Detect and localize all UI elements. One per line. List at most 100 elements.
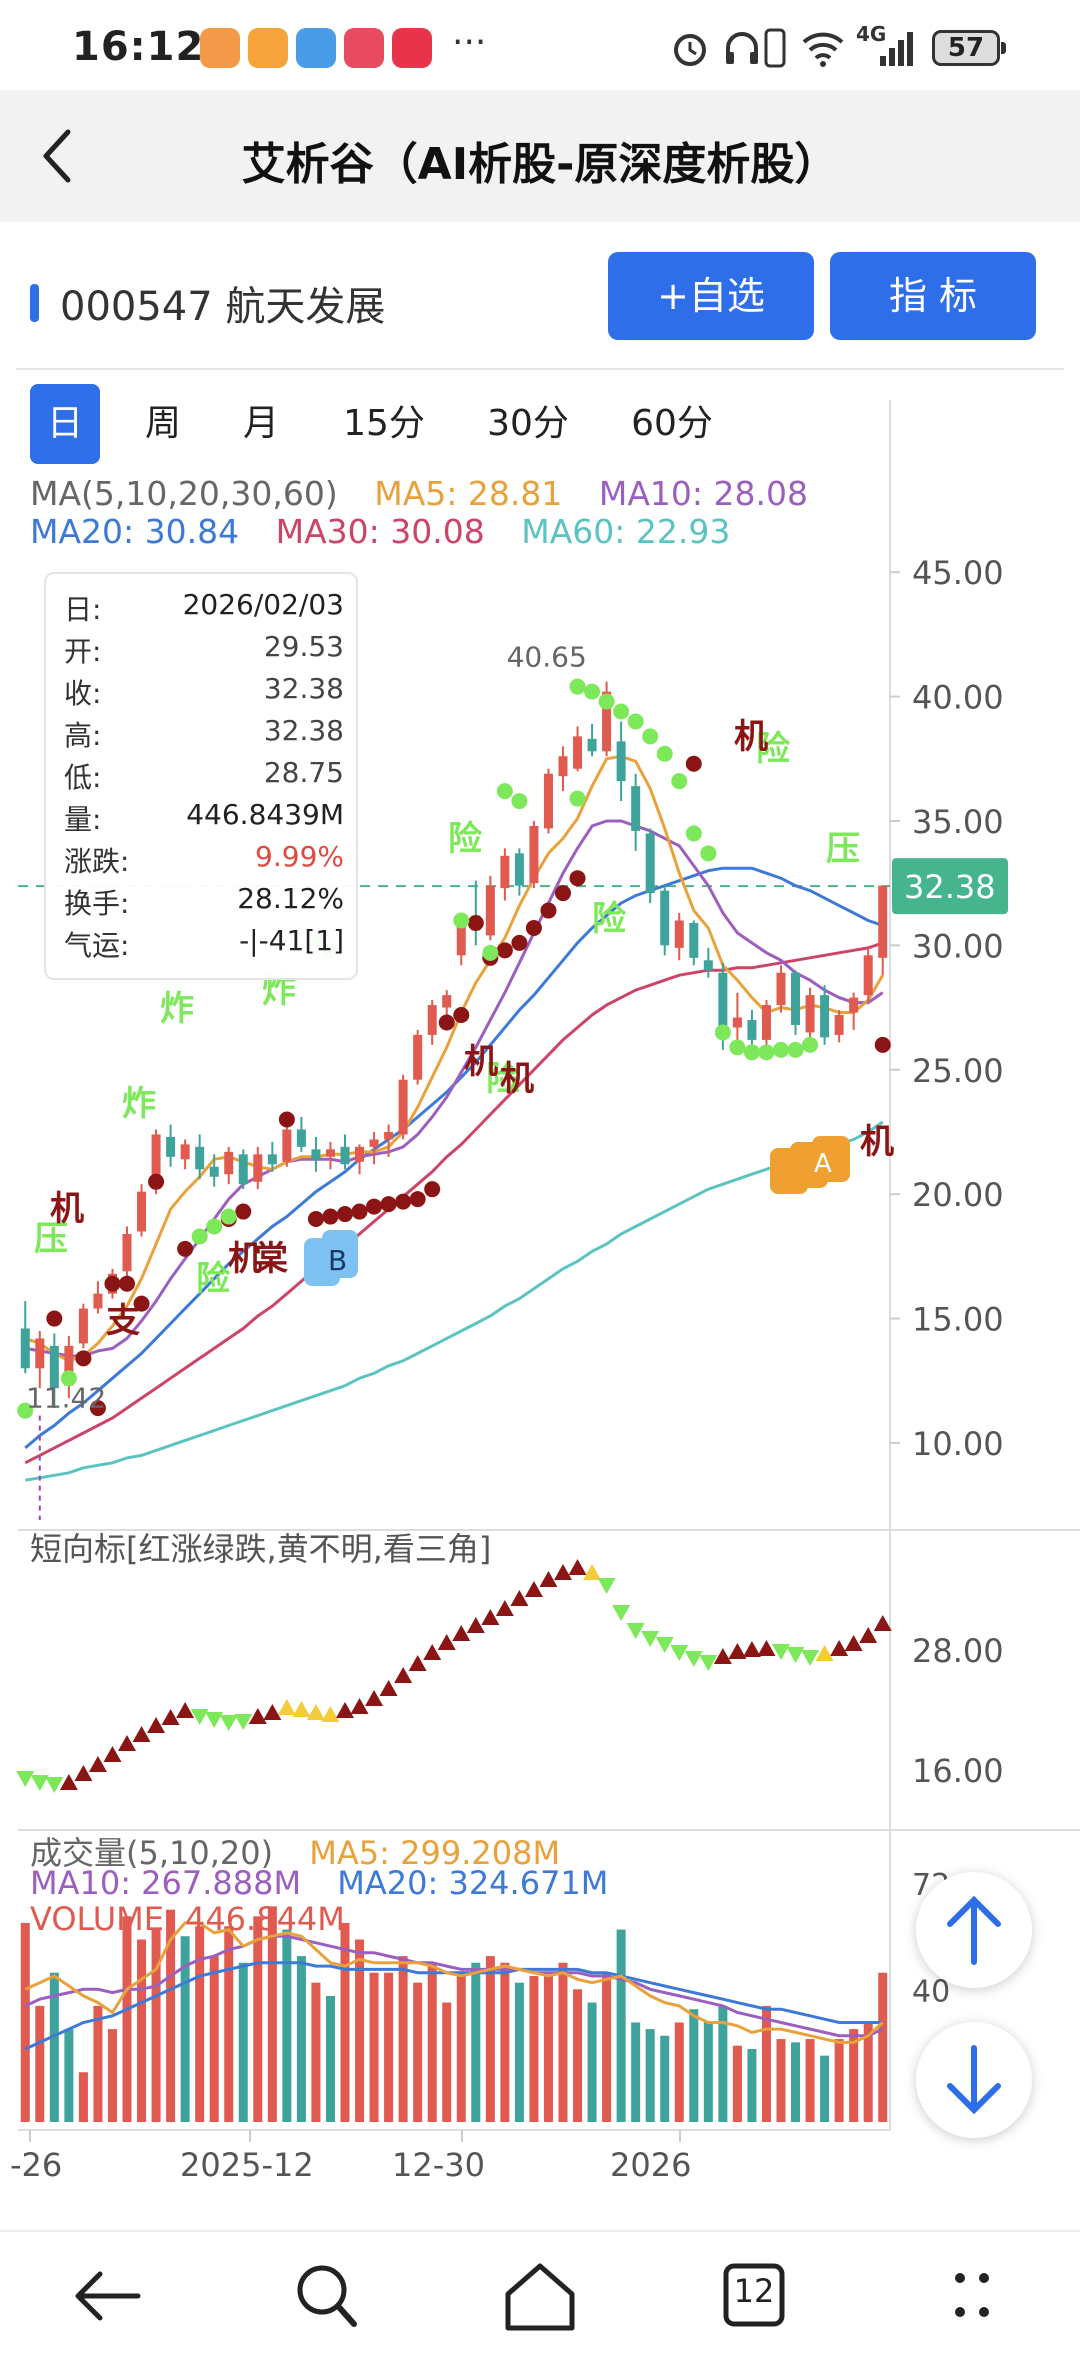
tab-30min[interactable]: 30分: [487, 403, 569, 444]
candle-body: [195, 1146, 205, 1170]
candle-body: [732, 1017, 742, 1028]
candle-body: [355, 1146, 365, 1162]
nav-tabs-button[interactable]: 12: [704, 2250, 804, 2340]
divider: [16, 368, 1064, 370]
volume-bar: [20, 1922, 30, 2122]
alarm-icon: [674, 34, 706, 66]
volume-legend-row1: 成交量(5,10,20) MA5: 299.208M: [30, 1828, 560, 1874]
volume-bar: [602, 1972, 612, 2122]
direction-triangle: [699, 1655, 718, 1671]
nav-back-button[interactable]: [58, 2250, 158, 2340]
tab-day[interactable]: 日: [30, 384, 100, 464]
signal-dot-dark: [89, 1400, 106, 1417]
candle-body: [500, 855, 510, 889]
candle-body: [442, 995, 452, 1008]
volume-bar: [747, 2049, 757, 2122]
signal-dot-green: [671, 773, 688, 790]
scroll-down-button[interactable]: [916, 2022, 1032, 2138]
candle-body: [78, 1308, 88, 1344]
candle-body: [20, 1328, 30, 1369]
volume-bar: [776, 2039, 786, 2122]
volume-bar: [122, 1916, 132, 2122]
candle-body: [587, 738, 597, 752]
signal-dot-dark: [380, 1196, 397, 1213]
direction-triangle: [655, 1637, 674, 1653]
tab-15min[interactable]: 15分: [343, 403, 425, 444]
volume-bar: [616, 1929, 626, 2122]
direction-triangle: [147, 1717, 166, 1733]
candle-body: [514, 853, 524, 886]
signal-dot-green: [802, 1036, 819, 1053]
tab-month[interactable]: 月: [242, 403, 279, 444]
candle-body: [64, 1345, 74, 1386]
signal-dot-green: [511, 793, 528, 810]
nav-search-button[interactable]: [276, 2250, 376, 2340]
signal-dot-dark: [351, 1203, 368, 1220]
volume-bar: [878, 1972, 888, 2122]
candle-body: [645, 833, 655, 894]
add-watchlist-button[interactable]: +自选: [608, 252, 814, 340]
ma10-line: [25, 819, 884, 1358]
signal-dot-dark: [366, 1198, 383, 1215]
tab-count: 12: [733, 2272, 775, 2310]
video-app-icon: [248, 28, 288, 68]
signal-label-ji: 机: [464, 1042, 498, 1082]
candle-tooltip: 日: 2026/02/03 开: 29.53 收: 32.38 高: 32.38 低: 2…: [44, 572, 358, 980]
period-tabs: 日 周 月 15分 30分 60分: [0, 384, 1080, 464]
signal-dot-dark: [569, 870, 586, 887]
direction-triangle: [118, 1735, 136, 1751]
nav-back-icon: [75, 2271, 141, 2321]
signal-dot-green: [569, 678, 586, 695]
direction-triangle: [263, 1704, 282, 1720]
signal-dot-dark: [409, 1191, 426, 1208]
ma-legend-title: MA(5,10,20,30,60): [30, 474, 338, 513]
volume-bar: [282, 1929, 292, 2122]
candle-body: [93, 1293, 103, 1309]
volume-bar: [107, 2029, 117, 2122]
direction-triangle: [205, 1712, 224, 1728]
more-notifications-icon: ···: [452, 22, 487, 63]
signal-dot-dark: [453, 1007, 470, 1024]
status-bar: 16:12 ··· 4G 57: [0, 0, 1080, 90]
candle-body: [747, 1020, 757, 1040]
candle-body: [834, 1015, 844, 1035]
stock-chart[interactable]: 45.00 40.00 35.00 30.00 25.00 20.00 15.00 10.00…: [0, 400, 1080, 2230]
direction-triangle: [597, 1578, 616, 1594]
direction-triangle: [379, 1680, 398, 1696]
signal-dot-dark: [75, 1350, 92, 1367]
volume-bar: [849, 2029, 859, 2122]
nav-home-button[interactable]: [490, 2250, 590, 2340]
candle-body: [456, 920, 466, 956]
headphones-icon: [726, 32, 758, 64]
home-icon: [505, 2263, 575, 2331]
menu-dots-icon: [955, 2273, 989, 2317]
x-tick-label: -26: [10, 2146, 62, 2184]
direction-triangle: [350, 1698, 369, 1714]
signal-dot-dark: [467, 914, 484, 931]
direction-triangle: [161, 1709, 180, 1725]
ma60-line: [25, 1120, 884, 1482]
direction-triangle: [554, 1564, 572, 1580]
nav-menu-button[interactable]: [922, 2250, 1022, 2340]
back-arrow-icon[interactable]: [28, 120, 92, 192]
direction-triangle: [786, 1647, 805, 1663]
direction-triangle: [612, 1605, 631, 1621]
indicator-button[interactable]: 指 标: [830, 252, 1036, 340]
volume-bar: [384, 1972, 394, 2122]
direction-triangle: [641, 1631, 660, 1647]
arrow-up-icon: [947, 1895, 1001, 1965]
direction-triangle: [74, 1765, 93, 1781]
tab-60min[interactable]: 60分: [631, 403, 713, 444]
scroll-up-button[interactable]: [916, 1872, 1032, 1988]
candle-body: [689, 922, 699, 958]
candle-body: [209, 1166, 219, 1177]
vol-ma20-line: [24, 1961, 883, 2051]
x-tick-label: 2025-12: [180, 2146, 314, 2184]
signal-dot-green: [729, 1039, 746, 1056]
a-marker: [812, 1136, 850, 1182]
tab-week[interactable]: 周: [144, 403, 181, 444]
direction-triangle: [248, 1708, 267, 1724]
signal-dot-green: [584, 683, 601, 700]
signal-dot-green: [569, 790, 586, 807]
direction-triangle: [495, 1600, 514, 1616]
